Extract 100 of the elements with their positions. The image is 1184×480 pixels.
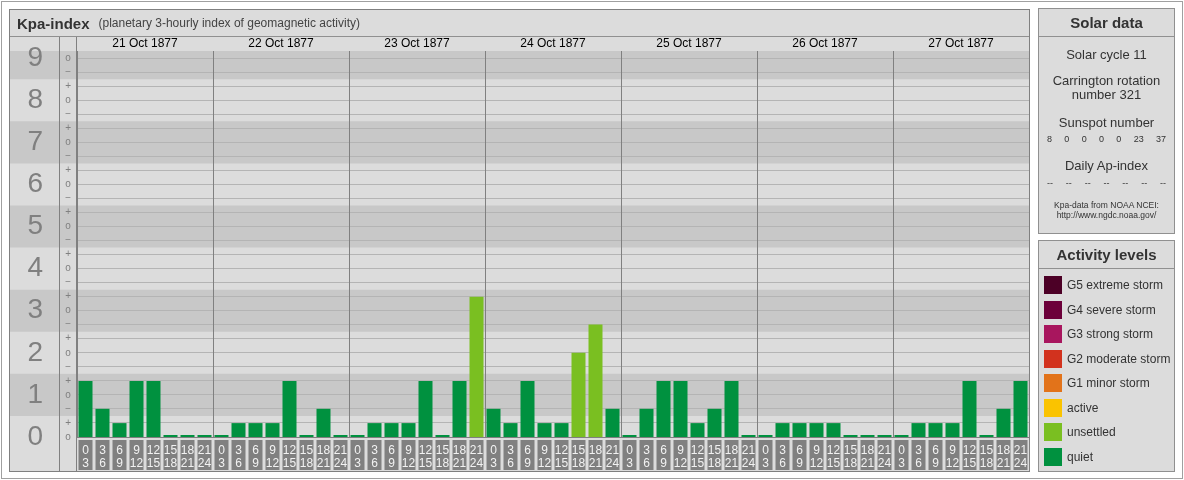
x2-tick-label: 27 Oct 1877 <box>928 36 995 51</box>
x-tick-label: 18 21 <box>860 442 875 471</box>
x-tick-label: 12 15 <box>554 442 569 471</box>
category-label: + <box>65 164 71 176</box>
x-tick-label: 21 24 <box>469 442 484 471</box>
text: -- -- -- -- -- -- -- <box>1046 178 1167 189</box>
x-tick-label: 6 9 <box>932 442 940 471</box>
text: Sunspot number <box>1057 115 1156 130</box>
x-tick-label: 21 24 <box>605 442 620 471</box>
category-label: + <box>65 332 71 344</box>
y-tick-label: 1 <box>27 377 43 409</box>
category-label: o <box>65 178 71 190</box>
text: Solar data <box>1039 9 1174 37</box>
x-tick-label: 21 24 <box>197 442 212 471</box>
category-label: + <box>65 290 71 302</box>
x-tick-label: 6 9 <box>524 442 532 471</box>
legend-label: active <box>1067 400 1099 415</box>
x-tick-label: 3 6 <box>643 442 651 471</box>
x-tick-label: 18 21 <box>180 442 195 471</box>
legend-label: G5 extreme storm <box>1067 278 1164 293</box>
x-tick-label: 9 12 <box>945 442 960 471</box>
y-tick-label: 0 <box>27 419 43 451</box>
x-tick-label: 12 15 <box>826 442 841 471</box>
category-label: − <box>65 318 71 330</box>
x-tick-label: 15 18 <box>299 442 314 471</box>
x-tick-label: 15 18 <box>707 442 722 471</box>
chart-subtitle: (planetary 3-hourly index of geomagnetic activity) <box>98 16 360 30</box>
text: 8 0 0 0 0 23 37 <box>1046 134 1167 145</box>
category-label: o <box>65 93 71 105</box>
category-label: + <box>65 248 71 260</box>
x-tick-label: 3 6 <box>507 442 515 471</box>
x2-tick-label: 26 Oct 1877 <box>792 36 859 51</box>
x-tick-label: 21 24 <box>1013 442 1028 471</box>
x-tick-label: 15 18 <box>163 442 178 471</box>
category-label: o <box>65 304 71 316</box>
x-tick-label: 12 15 <box>418 442 433 471</box>
category-label: − <box>65 234 71 246</box>
category-label: − <box>65 107 71 119</box>
category-label: o <box>65 346 71 358</box>
x2-tick-label: 25 Oct 1877 <box>656 36 723 51</box>
x2-tick-label: 21 Oct 1877 <box>112 36 179 51</box>
legend-label: G2 moderate storm <box>1067 351 1171 366</box>
x-tick-label: 6 9 <box>660 442 668 471</box>
category-label: − <box>65 360 71 372</box>
x2-tick-label: 22 Oct 1877 <box>248 36 315 51</box>
x-tick-label: 3 6 <box>371 442 379 471</box>
x-tick-label: 12 15 <box>282 442 297 471</box>
category-label: o <box>65 430 71 442</box>
x-tick-label: 21 24 <box>877 442 892 471</box>
x-tick-label: 0 3 <box>218 442 226 471</box>
legend-title: Activity levels <box>1039 241 1174 269</box>
text: Carrington rotation number 321 <box>1051 73 1162 102</box>
text: Daily Ap-index <box>1063 158 1150 173</box>
category-label: o <box>65 388 71 400</box>
x-tick-label: 15 18 <box>843 442 858 471</box>
category-label: o <box>65 51 71 63</box>
x-tick-label: 18 21 <box>996 442 1011 471</box>
y-tick-label: 9 <box>27 40 43 72</box>
x-tick-label: 0 3 <box>490 442 498 471</box>
text: Solar cycle 11 <box>1065 47 1148 62</box>
x-tick-label: 18 21 <box>588 442 603 471</box>
x-tick-label: 9 12 <box>265 442 280 471</box>
x-tick-label: 21 24 <box>741 442 756 471</box>
legend-label: G1 minor storm <box>1067 376 1150 391</box>
y-tick-label: 4 <box>27 251 43 283</box>
y-tick-label: 2 <box>27 335 43 367</box>
x-tick-label: 12 15 <box>146 442 161 471</box>
x-tick-label: 9 12 <box>809 442 824 471</box>
x-tick-label: 3 6 <box>99 442 107 471</box>
x-tick-label: 3 6 <box>915 442 923 471</box>
category-label: − <box>65 150 71 162</box>
category-label: o <box>65 220 71 232</box>
y-tick-label: 7 <box>27 125 43 157</box>
category-label: − <box>65 65 71 77</box>
y-tick-label: 6 <box>27 167 43 199</box>
x-tick-label: 15 18 <box>571 442 586 471</box>
x-tick-label: 18 21 <box>724 442 739 471</box>
x-tick-label: 0 3 <box>626 442 634 471</box>
x-tick-label: 12 15 <box>690 442 705 471</box>
x-tick-label: 6 9 <box>116 442 124 471</box>
x2-tick-label: 23 Oct 1877 <box>384 36 451 51</box>
x-tick-label: 0 3 <box>354 442 362 471</box>
x-tick-label: 6 9 <box>796 442 804 471</box>
x-tick-label: 6 9 <box>388 442 396 471</box>
x-tick-label: 9 12 <box>537 442 552 471</box>
category-label: − <box>65 192 71 204</box>
category-label: + <box>65 374 71 386</box>
x-tick-label: 0 3 <box>898 442 906 471</box>
y-tick-label: 5 <box>27 209 43 241</box>
category-label: − <box>65 402 71 414</box>
category-label: o <box>65 262 71 274</box>
x-tick-label: 0 3 <box>82 442 90 471</box>
category-label: + <box>65 206 71 218</box>
legend-label: G4 severe storm <box>1067 302 1156 317</box>
category-label: + <box>65 416 71 428</box>
y-tick-label: 3 <box>27 293 43 325</box>
category-label: o <box>65 135 71 147</box>
chart-title: Kpa-index <box>17 14 90 32</box>
x-tick-label: 3 6 <box>779 442 787 471</box>
x-tick-label: 15 18 <box>979 442 994 471</box>
